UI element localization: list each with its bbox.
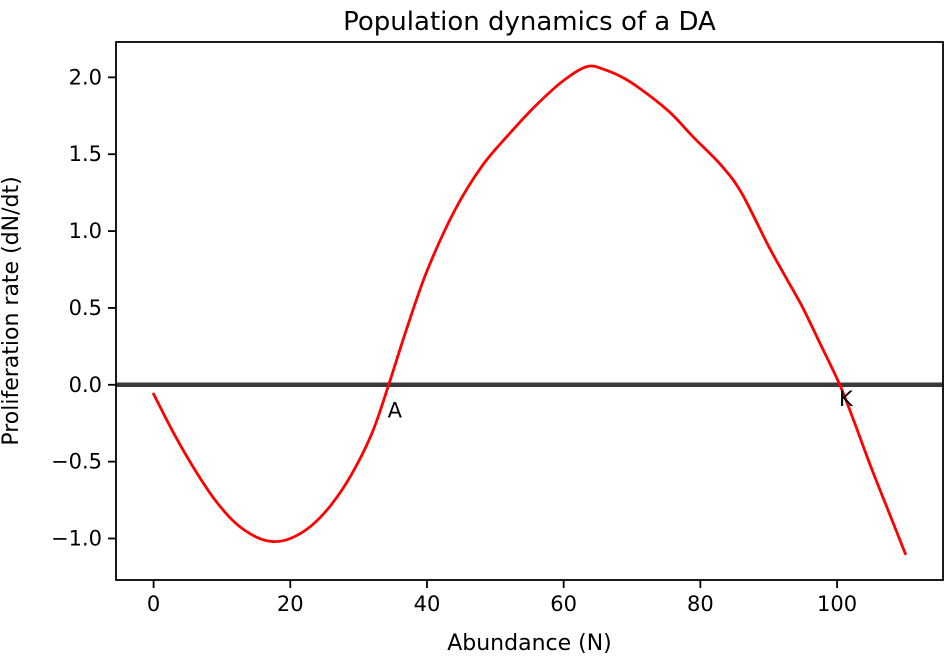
annotation-A: A	[388, 399, 403, 423]
y-axis-label: Proliferation rate (dN/dt)	[0, 176, 24, 445]
x-tick-label: 40	[414, 592, 441, 616]
y-tick-label: 1.0	[69, 219, 102, 243]
x-tick-label: 20	[277, 592, 304, 616]
x-tick-label: 100	[817, 592, 857, 616]
x-tick-label: 60	[550, 592, 577, 616]
x-tick-label: 80	[687, 592, 714, 616]
y-tick-label: −0.5	[51, 450, 102, 474]
plot-area: A K 0 20 40 60 80 100 2.0 1.5 1.0 0.5 0.0 −0.5 −1.0	[51, 41, 944, 616]
plot-frame	[115, 41, 944, 581]
y-tick-label: 0.5	[69, 296, 102, 320]
y-tick-label: −1.0	[51, 526, 102, 550]
y-tick-label: 1.5	[69, 142, 102, 166]
x-tick-label: 0	[147, 592, 160, 616]
proliferation-rate-curve	[152, 64, 907, 556]
chart-title: Population dynamics of a DA	[343, 7, 716, 37]
y-tick-label: 2.0	[69, 65, 102, 89]
x-axis-label: Abundance (N)	[447, 631, 612, 656]
annotation-K: K	[839, 387, 854, 411]
y-tick-label: 0.0	[69, 373, 102, 397]
